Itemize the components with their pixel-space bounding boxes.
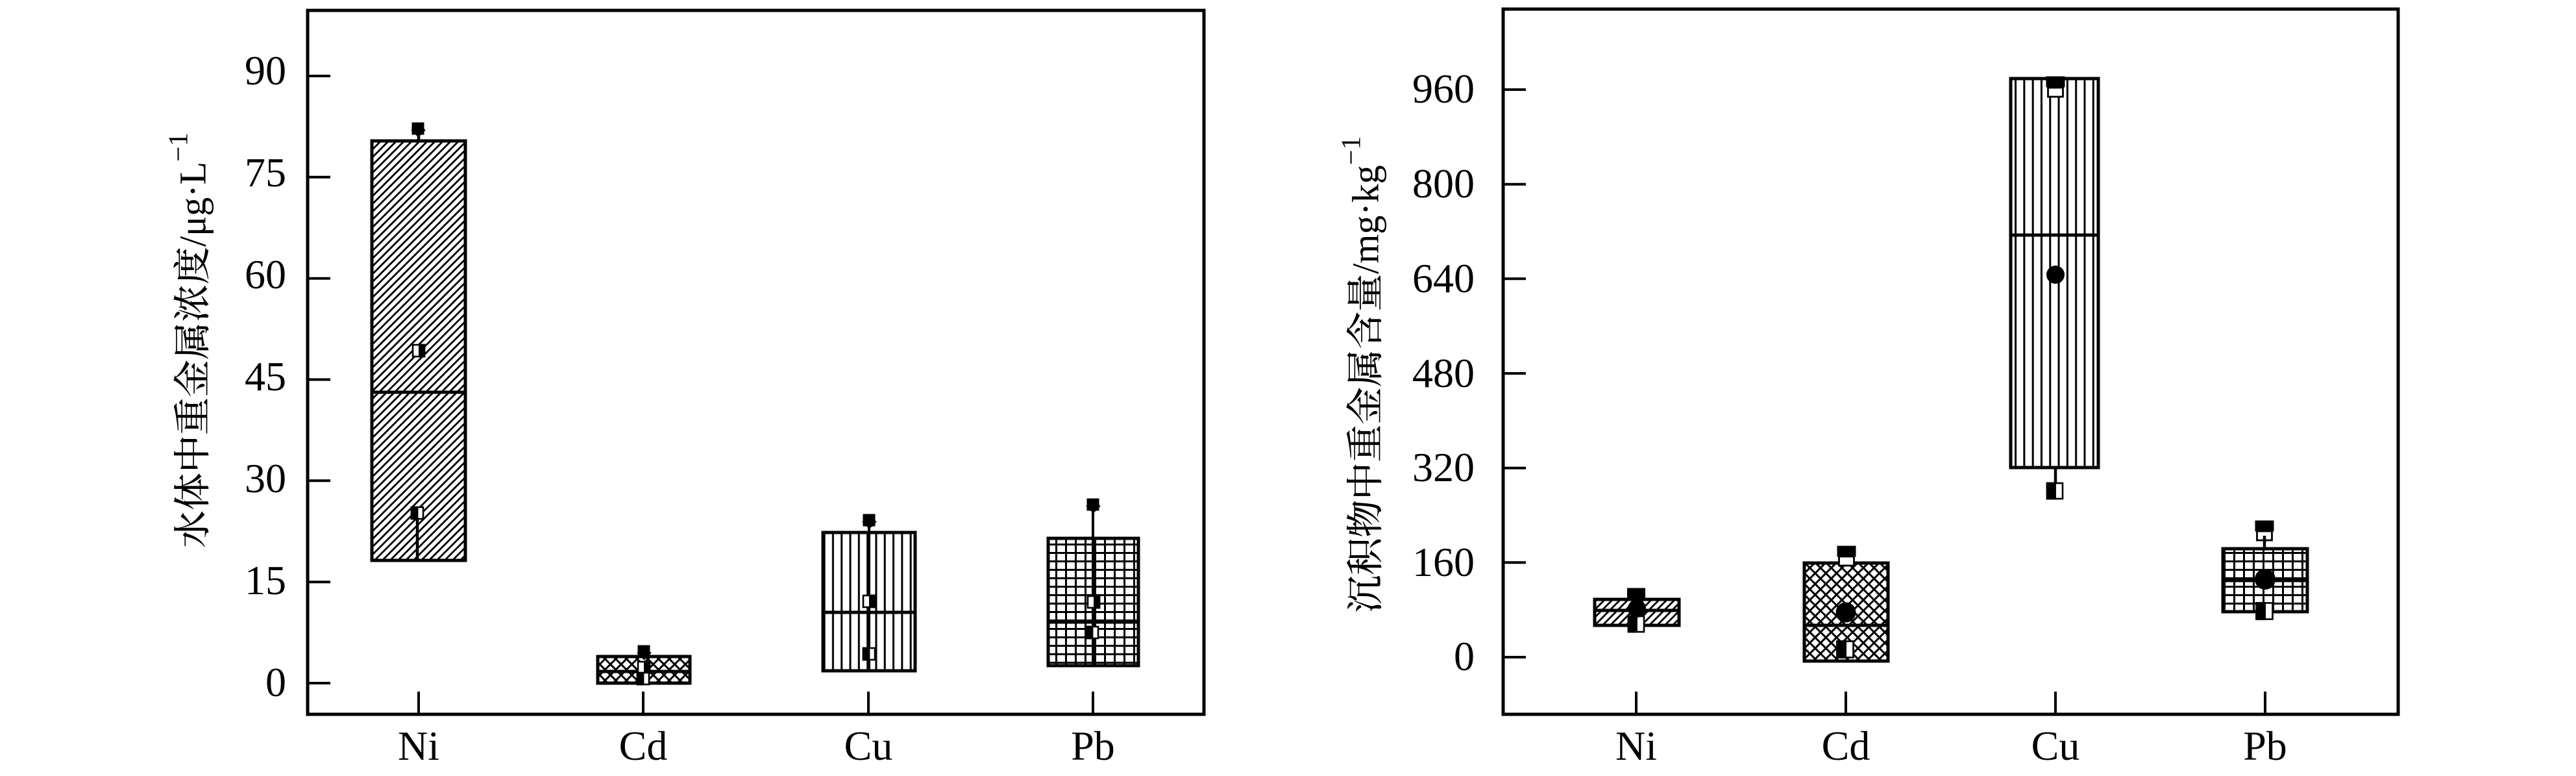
svg-text:0: 0 — [265, 659, 286, 705]
svg-text:15: 15 — [245, 557, 286, 603]
svg-text:Cd: Cd — [619, 723, 668, 769]
svg-text:160: 160 — [1412, 539, 1475, 585]
svg-text:75: 75 — [245, 149, 286, 195]
svg-text:Cu: Cu — [844, 723, 893, 769]
svg-text:0: 0 — [1454, 633, 1475, 679]
svg-text:60: 60 — [245, 251, 286, 297]
svg-text:640: 640 — [1412, 255, 1475, 301]
svg-text:Pb: Pb — [2243, 723, 2287, 769]
svg-text:Ni: Ni — [1615, 723, 1657, 769]
svg-text:Cu: Cu — [2031, 723, 2080, 769]
svg-text:960: 960 — [1412, 66, 1475, 112]
svg-text:30: 30 — [245, 455, 286, 501]
svg-text:Ni: Ni — [398, 723, 439, 769]
svg-text:480: 480 — [1412, 350, 1475, 396]
svg-text:800: 800 — [1412, 160, 1475, 207]
svg-text:Pb: Pb — [1071, 723, 1115, 769]
svg-text:45: 45 — [245, 353, 286, 399]
svg-text:90: 90 — [245, 47, 286, 94]
svg-text:320: 320 — [1412, 444, 1475, 490]
svg-text:Cd: Cd — [1822, 723, 1871, 769]
